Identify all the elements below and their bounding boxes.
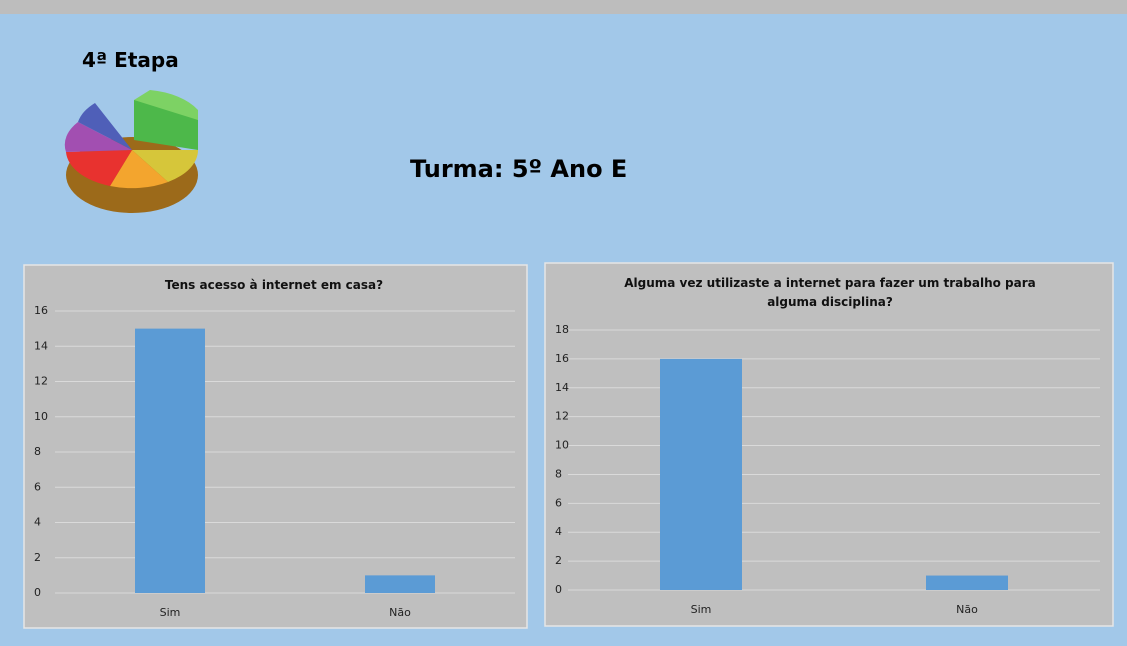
y-tick-label: 14 — [34, 339, 48, 352]
pie-icon — [64, 90, 199, 213]
bar — [660, 358, 742, 590]
y-tick-label: 14 — [555, 381, 569, 394]
y-tick-label: 6 — [555, 496, 562, 509]
stage-label: 4ª Etapa — [82, 48, 179, 72]
y-tick-label: 6 — [34, 480, 41, 493]
y-tick-label: 16 — [555, 352, 569, 365]
bar — [135, 328, 205, 593]
x-tick-label: Sim — [160, 606, 181, 619]
y-tick-label: 4 — [34, 516, 41, 529]
y-tick-label: 4 — [555, 525, 562, 538]
y-tick-label: 0 — [555, 583, 562, 596]
chart-title: Alguma vez utilizaste a internet para fa… — [624, 276, 1036, 309]
chart-panel — [23, 264, 528, 629]
y-tick-label: 8 — [34, 445, 41, 458]
x-tick-label: Não — [956, 603, 978, 616]
bar — [365, 575, 435, 593]
y-tick-label: 10 — [555, 439, 569, 452]
bar — [926, 575, 1008, 590]
top-strip — [0, 0, 1127, 14]
y-tick-label: 8 — [555, 467, 562, 480]
y-tick-label: 12 — [555, 410, 569, 423]
chart-title: Tens acesso à internet em casa? — [164, 278, 384, 292]
chart-panel — [544, 262, 1114, 627]
class-label: Turma: 5º Ano E — [410, 155, 628, 183]
y-tick-label: 0 — [34, 586, 41, 599]
y-tick-label: 10 — [34, 410, 48, 423]
y-tick-label: 2 — [555, 554, 562, 567]
y-tick-label: 18 — [555, 323, 569, 336]
y-tick-label: 12 — [34, 375, 48, 388]
x-tick-label: Não — [389, 606, 411, 619]
x-tick-label: Sim — [691, 603, 712, 616]
y-tick-label: 16 — [34, 304, 48, 317]
y-tick-label: 2 — [34, 551, 41, 564]
